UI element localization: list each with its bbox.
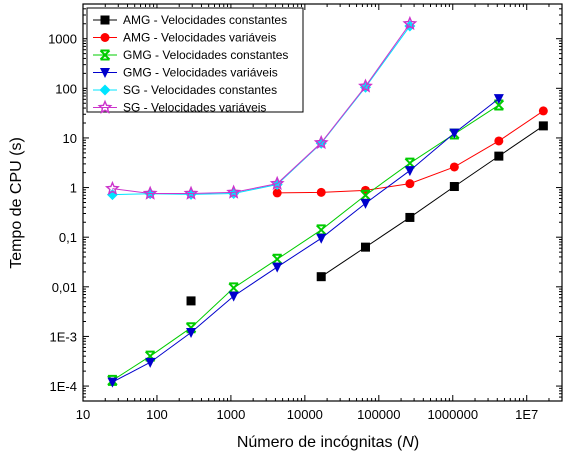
legend-label: AMG - Velocidades variáveis — [123, 31, 276, 45]
data-point — [449, 128, 460, 139]
legend-swatch-marker — [100, 33, 110, 42]
data-point — [185, 322, 197, 334]
data-point — [402, 15, 418, 31]
y-tick-label: 100 — [55, 81, 77, 96]
data-point — [360, 198, 371, 209]
x-tick-label: 100 — [146, 407, 168, 422]
data-point — [316, 224, 327, 236]
data-point — [493, 94, 504, 105]
data-point — [271, 253, 283, 265]
x-tick-label: 100000 — [357, 407, 400, 422]
y-axis-title: Tempo de CPU (s) — [8, 137, 25, 269]
legend-item: AMG - Velocidades constantes — [93, 13, 287, 27]
y-tick-label: 0,01 — [52, 280, 77, 295]
series-0 — [186, 121, 548, 306]
y-tick-label: 10 — [63, 131, 77, 146]
data-point — [107, 377, 118, 388]
x-tick-label: 1E7 — [515, 407, 538, 422]
y-tick-label: 1E-3 — [50, 329, 77, 344]
data-point — [405, 212, 415, 222]
plot-frame — [82, 3, 563, 402]
tick-labels: 10 100 1000 10000 100000 1000000 1E7 1E-4 1E-3 0,… — [48, 32, 538, 422]
data-point — [228, 282, 239, 294]
data-point — [272, 262, 283, 273]
data-point — [494, 151, 504, 161]
legend-label: GMG - Velocidades constantes — [123, 48, 288, 62]
legend: AMG - Velocidades constantes AMG - Veloci… — [86, 7, 304, 115]
data-point — [493, 99, 505, 111]
data-point — [360, 242, 370, 252]
series-5 — [104, 15, 418, 200]
x-axis-title: Número de incógnitas (N) — [237, 434, 419, 451]
data-point — [228, 291, 239, 302]
x-axis-title-suffix: ) — [414, 434, 419, 451]
legend-item: SG - Velocidades variáveis — [93, 99, 266, 115]
legend-item: SG - Velocidades constantes — [93, 83, 277, 97]
legend-label: AMG - Velocidades constantes — [123, 13, 287, 27]
legend-label: SG - Velocidades variáveis — [123, 101, 266, 115]
data-point — [104, 180, 120, 195]
data-point — [186, 296, 196, 306]
data-point — [226, 184, 242, 199]
x-tick-label: 10000 — [287, 407, 323, 422]
data-point — [538, 106, 548, 116]
data-point — [358, 78, 373, 93]
data-point — [144, 350, 156, 362]
series-1 — [272, 106, 548, 198]
legend-swatch-marker — [100, 68, 110, 78]
legend-item: AMG - Velocidades variáveis — [93, 31, 276, 45]
data-point — [360, 189, 371, 201]
legend-swatch-marker — [99, 84, 111, 96]
series-line — [320, 125, 544, 278]
x-axis-title-prefix: Número de incógnitas ( — [237, 434, 403, 451]
y-tick-label: 1000 — [48, 32, 77, 47]
y-tick-label: 1 — [70, 181, 77, 196]
x-tick-label: 1000000 — [427, 407, 478, 422]
legend-swatch-marker — [97, 99, 113, 114]
data-point — [316, 272, 326, 282]
data-point — [145, 357, 156, 368]
legend-box — [86, 7, 304, 113]
data-point — [404, 157, 416, 169]
legend-swatch-marker — [100, 15, 110, 25]
data-point — [186, 328, 197, 339]
x-tick-label: 10 — [76, 407, 90, 422]
series-2 — [107, 99, 505, 386]
legend-swatch-marker — [99, 49, 111, 61]
data-point — [449, 162, 459, 172]
series-line — [112, 23, 411, 194]
y-tick-label: 0,1 — [59, 230, 77, 245]
data-point — [183, 185, 199, 200]
data-point — [313, 134, 329, 150]
legend-item: GMG - Velocidades constantes — [93, 48, 288, 62]
data-point — [404, 166, 415, 177]
x-axis-title-variable: N — [402, 434, 414, 451]
legend-label: SG - Velocidades constantes — [123, 83, 277, 97]
series-line — [112, 104, 500, 381]
series-3 — [107, 94, 504, 388]
x-tick-label: 1000 — [216, 407, 245, 422]
data-point — [449, 182, 459, 192]
plot-series — [104, 15, 548, 388]
legend-item: GMG - Velocidades variáveis — [93, 66, 278, 80]
data-point — [142, 185, 158, 200]
y-tick-label: 1E-4 — [50, 379, 77, 394]
data-point — [269, 175, 285, 190]
legend-label: GMG - Velocidades variáveis — [123, 66, 278, 80]
data-point — [316, 233, 327, 244]
data-point — [405, 179, 415, 189]
data-point — [538, 121, 548, 131]
data-point — [494, 136, 504, 146]
series-line — [112, 98, 500, 383]
data-point — [316, 187, 326, 197]
data-point — [272, 188, 282, 198]
